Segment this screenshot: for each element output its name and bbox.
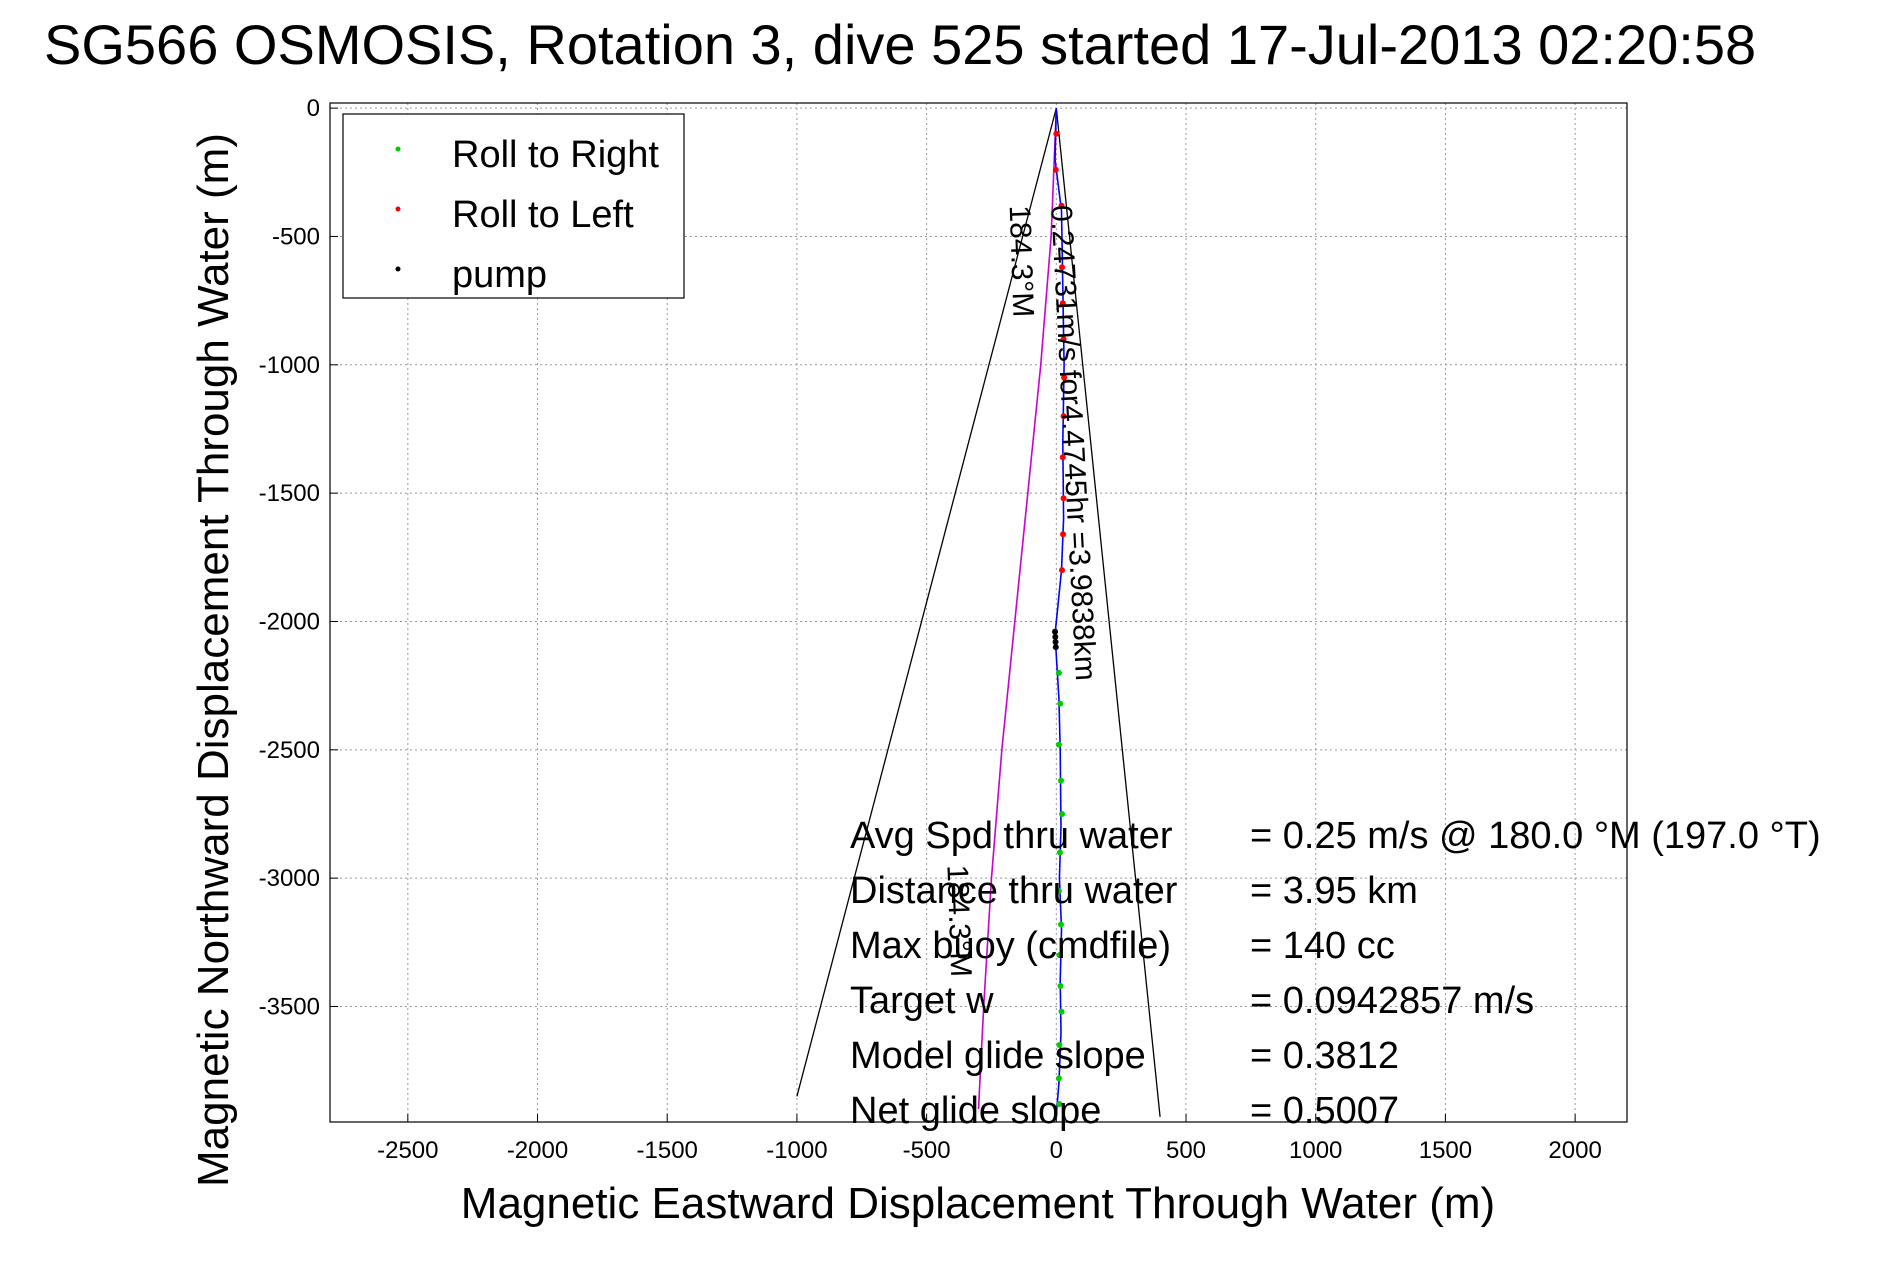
legend-marker	[395, 146, 401, 152]
stats-block: Avg Spd thru water = 0.25 m/s @ 180.0 °M …	[850, 815, 1821, 1132]
x-tick-label: 500	[1166, 1137, 1206, 1164]
point-roll-to-left	[1060, 495, 1067, 502]
x-tick-label: -2500	[377, 1137, 438, 1164]
point-roll-to-right	[1059, 810, 1066, 817]
stat-value: = 3.95 km	[1250, 870, 1418, 912]
x-axis-label: Magnetic Eastward Displacement Through W…	[461, 1179, 1495, 1228]
point-roll-to-left	[1060, 336, 1067, 343]
stat-label: Distance thru water	[850, 870, 1178, 912]
heading-cone-line	[1055, 108, 1161, 1117]
point-roll-to-right	[1056, 849, 1063, 856]
cone-lines	[796, 107, 1161, 1117]
x-tick-label: 0	[1050, 1137, 1063, 1164]
point-pump	[1052, 639, 1059, 646]
point-roll-to-left	[1060, 531, 1067, 538]
x-tick-label: 2000	[1548, 1137, 1601, 1164]
point-roll-to-right	[1055, 669, 1062, 676]
data-points	[1052, 130, 1068, 1108]
x-tick-label: -1500	[637, 1137, 698, 1164]
point-roll-to-right	[1057, 921, 1064, 928]
x-tick-label: 1500	[1419, 1137, 1472, 1164]
legend-label: Roll to Right	[452, 134, 659, 176]
point-pump	[1052, 628, 1059, 635]
model-track-line	[977, 108, 1058, 1110]
point-roll-to-right	[1055, 741, 1062, 748]
stat-label: Max buoy (cmdfile)	[850, 925, 1171, 967]
stat-value: = 0.25 m/s @ 180.0 °M (197.0 °T)	[1250, 815, 1821, 857]
point-roll-to-left	[1052, 166, 1059, 173]
x-tick-label: 1000	[1289, 1137, 1342, 1164]
heading-cone-line	[796, 107, 1057, 1097]
x-tick-label: -1000	[766, 1137, 827, 1164]
point-roll-to-right	[1058, 1008, 1065, 1015]
measured-track-line	[1054, 108, 1065, 1115]
point-roll-to-right	[1055, 887, 1062, 894]
stat-value: = 0.3812	[1250, 1035, 1399, 1077]
point-roll-to-right	[1056, 1101, 1063, 1108]
point-roll-to-left	[1059, 567, 1066, 574]
legend: Roll to Right Roll to Left pump	[342, 113, 685, 299]
y-axis-label: Magnetic Northward Displacement Through …	[189, 133, 238, 1187]
point-roll-to-left	[1059, 300, 1066, 307]
point-roll-to-right	[1057, 982, 1064, 989]
y-tick-label: -2000	[259, 608, 320, 635]
point-pump	[1052, 633, 1059, 640]
point-pump	[1052, 644, 1059, 651]
point-roll-to-right	[1056, 1041, 1063, 1048]
stat-value: = 0.0942857 m/s	[1250, 980, 1534, 1022]
stat-label: Target w	[850, 980, 994, 1022]
y-tick-label: -1500	[259, 480, 320, 507]
track-annotation: 184.3°M	[1003, 205, 1040, 318]
x-axis-ticks: -2500 -2000 -1500 -1000 -500 0 500 1000 1500 2000	[377, 1114, 1602, 1164]
plot-frame	[329, 102, 1628, 1123]
y-tick-label: 0	[307, 95, 320, 122]
stat-label: Model glide slope	[850, 1035, 1146, 1077]
track-lines	[977, 108, 1065, 1115]
point-roll-to-left	[1060, 413, 1067, 420]
legend-marker	[395, 266, 401, 272]
point-roll-to-left	[1059, 264, 1066, 271]
stat-value: = 0.5007	[1250, 1090, 1399, 1132]
legend-label: pump	[452, 254, 547, 296]
y-tick-label: -3500	[259, 993, 320, 1020]
stat-label: Avg Spd thru water	[850, 815, 1173, 857]
y-tick-label: -3000	[259, 865, 320, 892]
track-annotation: 184.3°M	[940, 864, 977, 977]
point-roll-to-left	[1058, 202, 1065, 209]
point-roll-to-right	[1056, 952, 1063, 959]
legend-label: Roll to Left	[452, 194, 634, 236]
y-tick-label: -500	[272, 223, 320, 250]
point-roll-to-right	[1057, 777, 1064, 784]
y-tick-label: -1000	[259, 352, 320, 379]
stat-value: = 140 cc	[1250, 925, 1395, 967]
stat-label: Net glide slope	[850, 1090, 1101, 1132]
y-tick-label: -2500	[259, 737, 320, 764]
point-roll-to-left	[1053, 130, 1060, 137]
x-tick-label: -2000	[507, 1137, 568, 1164]
y-axis-ticks: 0 -500 -1000 -1500 -2000 -2500 -3000 -3500	[259, 95, 338, 1020]
chart-title: SG566 OSMOSIS, Rotation 3, dive 525 star…	[44, 13, 1756, 76]
x-tick-label: -500	[903, 1137, 951, 1164]
point-roll-to-left	[1059, 454, 1066, 461]
point-roll-to-right	[1057, 700, 1064, 707]
legend-marker	[395, 206, 401, 212]
point-roll-to-left	[1061, 374, 1068, 381]
point-roll-to-right	[1055, 1075, 1062, 1082]
